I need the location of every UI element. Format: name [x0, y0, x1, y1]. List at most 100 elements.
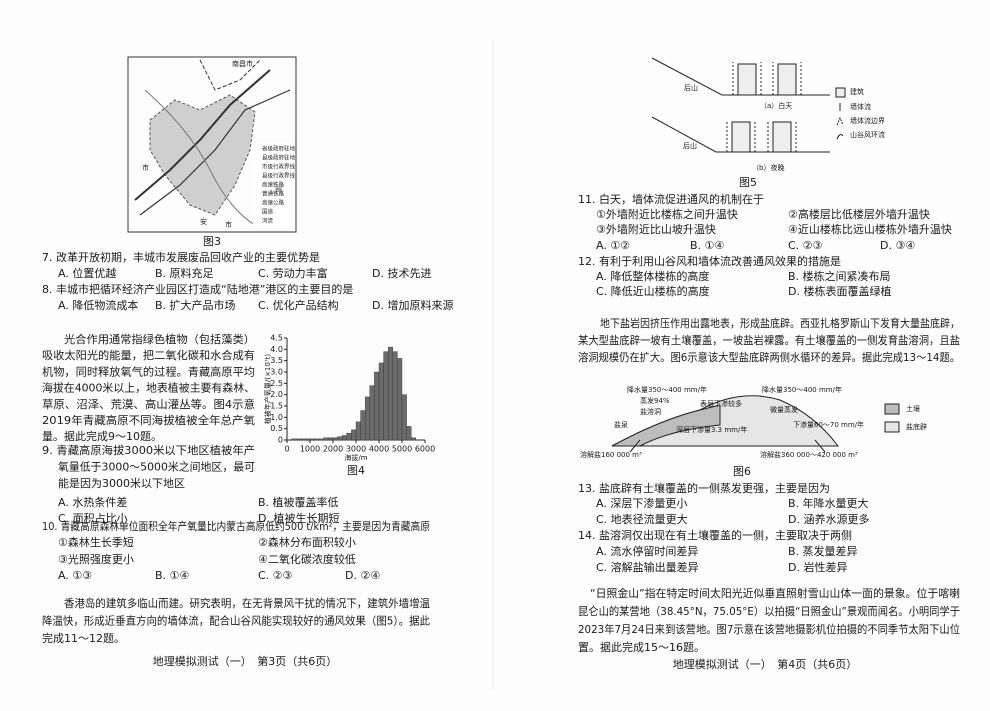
paragraph-line: 某大型盐底辟一坡有土壤覆盖，一坡盐岩裸露。有土壤覆盖的一侧发育盐溶洞，且盐 [578, 333, 960, 347]
diagram-label: （a）白天 [760, 101, 792, 110]
option: C. 降低近山楼栋的高度 [596, 284, 710, 298]
option: A. 流水停留时间差异 [596, 544, 698, 558]
option: C. ②③ [788, 239, 823, 252]
option: A. ①③ [58, 569, 92, 582]
question: 10. 青藏高原森林单位面积全年产氧量比内蒙古高原低约500 t/km²，主要是… [42, 519, 430, 533]
option: D. 植被生长期短 [258, 511, 339, 525]
option: B. 扩大产品市场 [155, 298, 236, 312]
map-label: 安 [200, 217, 207, 226]
paragraph-line: 吸收太阳光的能量，把二氧化碳和水合成有 [42, 348, 255, 362]
option: B. 年降水量更大 [788, 496, 869, 510]
paragraph-line: 量。据此完成9～10题。 [42, 429, 162, 443]
map-legend: 市级行政界线 [262, 163, 296, 171]
paragraph-line: 降温快，形成近垂直方向的墙体流，配合山谷风能实现较好的通风效果（图5）。据此 [42, 614, 430, 628]
y-tick-label: 3.5 [270, 356, 283, 365]
diagram-label: 后山 [683, 141, 697, 150]
figure6-diagram [611, 395, 900, 453]
question: 14. 盐溶洞仅出现在有土壤覆盖的一侧，主要取决于两侧 [578, 528, 852, 542]
legend-label: 建筑 [850, 87, 864, 96]
statement: ②森林分布面积较小 [258, 535, 356, 549]
histogram-bar [337, 436, 343, 441]
footer: 地理模拟测试（一） 第4页（共6页） [673, 657, 858, 671]
option: A. 降低整体楼栋的高度 [596, 269, 709, 283]
figure5-diagram [651, 57, 846, 153]
histogram-bar [309, 438, 315, 441]
option: B. 植被覆盖率低 [258, 495, 339, 509]
x-tick-label: 0 [284, 445, 289, 454]
soil [611, 404, 721, 447]
y-tick-label: 1.0 [270, 413, 283, 422]
wall-flow [726, 120, 797, 152]
option: B. 蒸发量差异 [788, 544, 858, 558]
statement: ④二氧化碳浓度较低 [258, 552, 356, 566]
question: 9. 青藏高原海拔3000米以下地区植被年产 [42, 443, 255, 457]
diagram-label: 微量蒸发 [770, 405, 798, 414]
histogram-bar [314, 438, 320, 441]
paragraph-line: 地下盐岩因挤压作用出露地表，形成盐底辟。西亚扎格罗斯山下发育大量盐底辟， [600, 316, 960, 330]
y-tick-label: 0 [278, 436, 283, 445]
diagram-label: 溶解盐360 000～420 000 m³ [760, 450, 858, 459]
option: C. 面积占比小 [58, 511, 128, 525]
legend-label: 墙体流边界 [850, 116, 885, 125]
paragraph-line: 香港岛的建筑多临山而建。研究表明，在无背景风干扰的情况下，建筑外墙增温 [64, 596, 430, 610]
diagram-label: （b）夜晚 [752, 163, 784, 172]
river [144, 89, 256, 226]
diagram-label: 后山 [684, 83, 698, 92]
option: C. 优化产品结构 [258, 298, 339, 312]
footer: 地理模拟测试（一） 第3页（共6页） [153, 654, 338, 668]
legend-diapir [884, 421, 900, 433]
histogram-bar [406, 426, 412, 441]
histogram-bar [355, 421, 361, 441]
histogram-bar [360, 410, 366, 441]
question: 7. 改革开放初期，丰城市发展废品回收产业的主要优势是 [42, 250, 320, 264]
figure-caption: 图5 [739, 176, 757, 189]
y-tick-label: 3.0 [270, 368, 283, 377]
paragraph-line: 昆仑山的某营地（38.45°N，75.05°E）以拍摄“日照金山”景观而闻名。小… [578, 604, 960, 618]
statement: ②高楼层比低楼层外墙升温快 [788, 207, 930, 221]
question: 13. 盐底辟有土壤覆盖的一侧蒸发更强，主要是因为 [578, 481, 830, 495]
legend-label: 墙体流 [850, 102, 871, 111]
diagram-label: 降水量350～400 mm/年 [627, 385, 707, 394]
paragraph-line: 完成11～12题。 [42, 631, 125, 645]
question: 氧量低于3000～5000米之间地区，最可 [58, 460, 255, 474]
option: B. ①④ [690, 239, 724, 252]
option: D. ③④ [880, 239, 915, 252]
option: D. 增加原料来源 [372, 298, 453, 312]
x-tick-label: 5000 [392, 445, 412, 454]
y-tick-label: 4.0 [270, 345, 283, 354]
paragraph-line: 机物，同时释放氧气的过程。青藏高原平均 [42, 364, 255, 378]
y-tick-label: 2.5 [270, 379, 283, 388]
slope-night [651, 116, 830, 153]
statement: ④近山楼栋比远山楼栋外墙升温快 [788, 222, 952, 236]
legend-label: 土壤 [906, 404, 920, 413]
city-area [149, 94, 256, 216]
diagram-label: 溶解盐160 000 m³ [580, 450, 642, 459]
map-label: 市 [225, 220, 232, 229]
map-legend: 高速公路 [262, 199, 285, 207]
paragraph-line: “日照金山”指在特定时间太阳光近似垂直照射雪山山体一面的景象。位于喀喇 [590, 586, 960, 600]
building [731, 121, 751, 153]
histogram-bar [342, 435, 348, 441]
legend-boundary [836, 116, 844, 126]
option: C. 地表径流量更大 [596, 512, 688, 526]
histogram-bar [305, 438, 311, 441]
question: 11. 白天，墙体流促进通风的机制在于 [578, 192, 764, 206]
histogram-bar [374, 371, 380, 441]
paragraph-line: 海拔在4000米以上，地表植被主要有森林、 [42, 381, 255, 395]
map-frame [127, 56, 297, 233]
figure-caption: 图6 [733, 465, 751, 478]
option: D. ②④ [345, 569, 380, 582]
legend-building [835, 87, 846, 98]
diagram-label: 盐溶洞 [640, 407, 661, 416]
map-legend: 河流 [262, 217, 274, 225]
option: D. 涵养水源更多 [788, 512, 869, 526]
statement: ①森林生长季短 [58, 535, 134, 549]
railway [134, 69, 271, 201]
figure-caption: 图3 [203, 235, 221, 248]
option: D. 楼栋表面覆盖绿植 [788, 284, 891, 298]
histogram-bar [392, 351, 398, 441]
y-tick-label: 0.5 [270, 424, 283, 433]
wall-flow [732, 62, 802, 95]
option: B. 原料充足 [155, 266, 214, 280]
option: A. 位置优越 [58, 266, 116, 280]
